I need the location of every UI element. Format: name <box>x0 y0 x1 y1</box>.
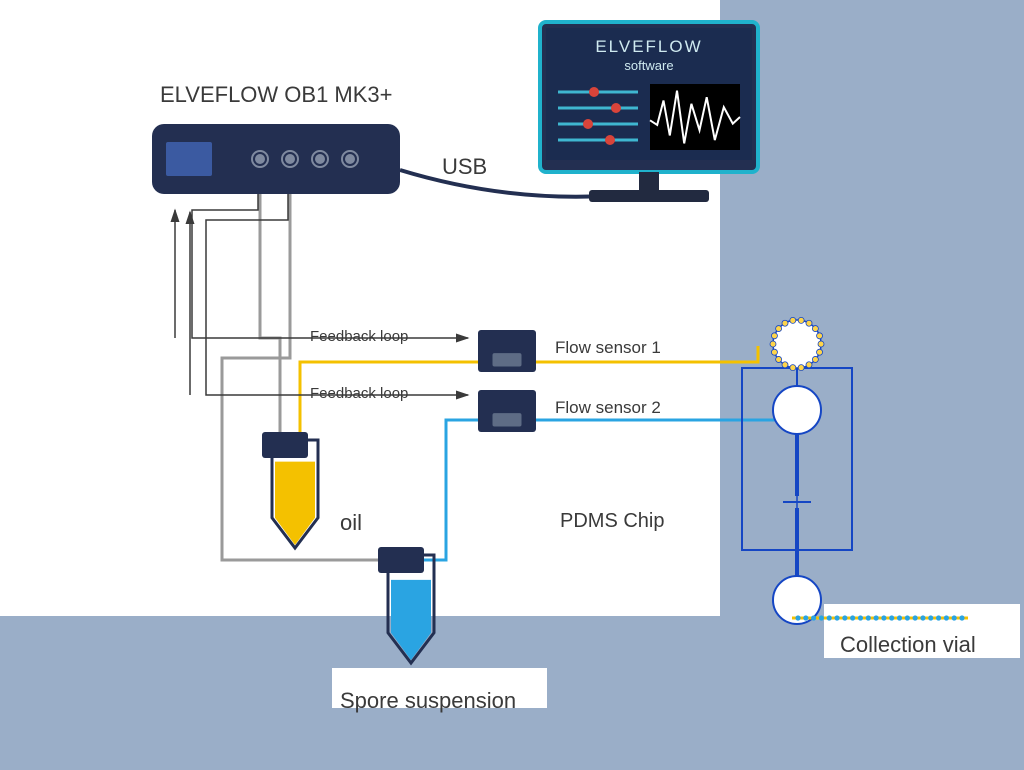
chip-bead-icon <box>798 365 804 371</box>
droplet-icon <box>913 615 918 620</box>
chip-bead-icon <box>812 356 818 362</box>
chip-bead-icon <box>782 362 788 368</box>
droplet-icon <box>952 615 957 620</box>
oil-label: oil <box>340 510 362 536</box>
chip-bead-icon <box>771 349 777 355</box>
droplet-icon <box>827 615 832 620</box>
monitor-brand: ELVEFLOW <box>595 37 702 56</box>
feedback-label-1: Feedback loop <box>310 328 408 345</box>
chip-bead-icon <box>771 333 777 339</box>
droplet-icon <box>959 615 964 620</box>
flow-sensor-2-label: Flow sensor 2 <box>555 398 661 418</box>
droplet-icon <box>795 615 800 620</box>
droplet-icon <box>897 615 902 620</box>
flow-sensor-2 <box>478 390 536 432</box>
chip-bead-icon <box>806 362 812 368</box>
chip-bead-icon <box>790 365 796 371</box>
droplet-icon <box>803 615 808 620</box>
droplet-icon <box>889 615 894 620</box>
pdms-chip-label: PDMS Chip <box>560 510 664 533</box>
spore-tube-cap <box>378 547 424 573</box>
slider-knob-icon <box>611 103 621 113</box>
chip-bead-icon <box>776 356 782 362</box>
oil-tube-cap <box>262 432 308 458</box>
droplet-icon <box>866 615 871 620</box>
droplet-icon <box>920 615 925 620</box>
chip-bead-icon <box>782 320 788 326</box>
droplet-icon <box>881 615 886 620</box>
chip-bead-icon <box>798 317 804 323</box>
chip-bead-icon <box>790 317 796 323</box>
droplet-icon <box>905 615 910 620</box>
usb-label: USB <box>442 154 487 180</box>
droplet-icon <box>944 615 949 620</box>
droplet-icon <box>858 615 863 620</box>
droplet-icon <box>928 615 933 620</box>
chip-bead-icon <box>770 341 776 347</box>
chip-bead-icon <box>776 326 782 332</box>
droplet-icon <box>834 615 839 620</box>
flow-sensor-1 <box>478 330 536 372</box>
droplet-icon <box>819 615 824 620</box>
spore-suspension-label: Spore suspension <box>340 688 516 714</box>
droplet-icon <box>842 615 847 620</box>
droplet-icon <box>850 615 855 620</box>
chip-bead-icon <box>812 326 818 332</box>
chip-bead-icon <box>817 333 823 339</box>
droplet-icon <box>873 615 878 620</box>
droplet-icon <box>811 615 816 620</box>
droplet-icon <box>936 615 941 620</box>
chip-bead-icon <box>817 349 823 355</box>
feedback-label-2: Feedback loop <box>310 385 408 402</box>
monitor-subtitle: software <box>624 58 673 73</box>
chip-bead-icon <box>806 320 812 326</box>
slider-knob-icon <box>605 135 615 145</box>
flow-sensor-1-label: Flow sensor 1 <box>555 338 661 358</box>
slider-knob-icon <box>583 119 593 129</box>
slider-knob-icon <box>589 87 599 97</box>
controller-ob1 <box>152 124 400 194</box>
chip-bead-icon <box>818 341 824 347</box>
collection-vial-label: Collection vial <box>840 632 976 658</box>
controller-title: ELVEFLOW OB1 MK3+ <box>160 82 393 108</box>
